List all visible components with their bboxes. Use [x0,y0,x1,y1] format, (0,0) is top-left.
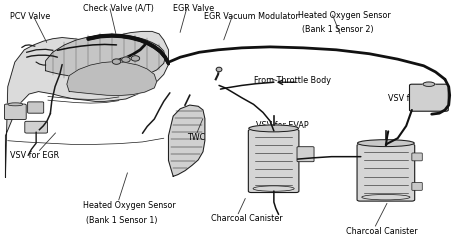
Text: EGR Valve: EGR Valve [173,4,214,13]
Text: Heated Oxygen Sensor: Heated Oxygen Sensor [299,11,391,20]
Text: Cleaner: Cleaner [248,185,280,194]
FancyBboxPatch shape [25,121,47,133]
Polygon shape [46,35,165,80]
Ellipse shape [131,56,140,61]
Text: Charcoal Canister: Charcoal Canister [346,227,417,236]
FancyBboxPatch shape [248,129,299,192]
Ellipse shape [249,125,299,132]
Text: EGR Vacuum Modulator: EGR Vacuum Modulator [204,12,299,21]
Polygon shape [67,62,156,96]
Ellipse shape [216,67,222,72]
Text: TWC: TWC [187,133,206,142]
Text: (Bank 1 Sensor 2): (Bank 1 Sensor 2) [302,25,374,34]
FancyBboxPatch shape [357,144,415,201]
Text: (Bank 1 Sensor 1): (Bank 1 Sensor 1) [86,216,157,225]
FancyBboxPatch shape [27,102,44,113]
Ellipse shape [122,57,130,62]
Ellipse shape [423,82,435,86]
FancyBboxPatch shape [412,153,422,161]
Text: VSV for EGR: VSV for EGR [10,150,59,160]
Polygon shape [168,105,205,176]
Text: Heated Oxygen Sensor: Heated Oxygen Sensor [83,201,176,210]
Text: VSV for EGR: VSV for EGR [388,94,438,103]
Text: To Air: To Air [251,170,273,179]
Ellipse shape [112,59,121,64]
Text: Check Valve (A/T): Check Valve (A/T) [83,4,154,13]
Ellipse shape [8,103,23,106]
FancyBboxPatch shape [4,104,26,120]
FancyBboxPatch shape [410,84,448,111]
Polygon shape [5,31,168,178]
FancyBboxPatch shape [297,147,314,162]
FancyBboxPatch shape [412,183,422,190]
Ellipse shape [357,140,414,146]
Text: From Throttle Body: From Throttle Body [254,76,330,85]
Text: PCV Valve: PCV Valve [10,12,50,21]
Text: Charcoal Canister: Charcoal Canister [211,214,283,223]
Text: VSV for EVAP: VSV for EVAP [256,121,309,130]
